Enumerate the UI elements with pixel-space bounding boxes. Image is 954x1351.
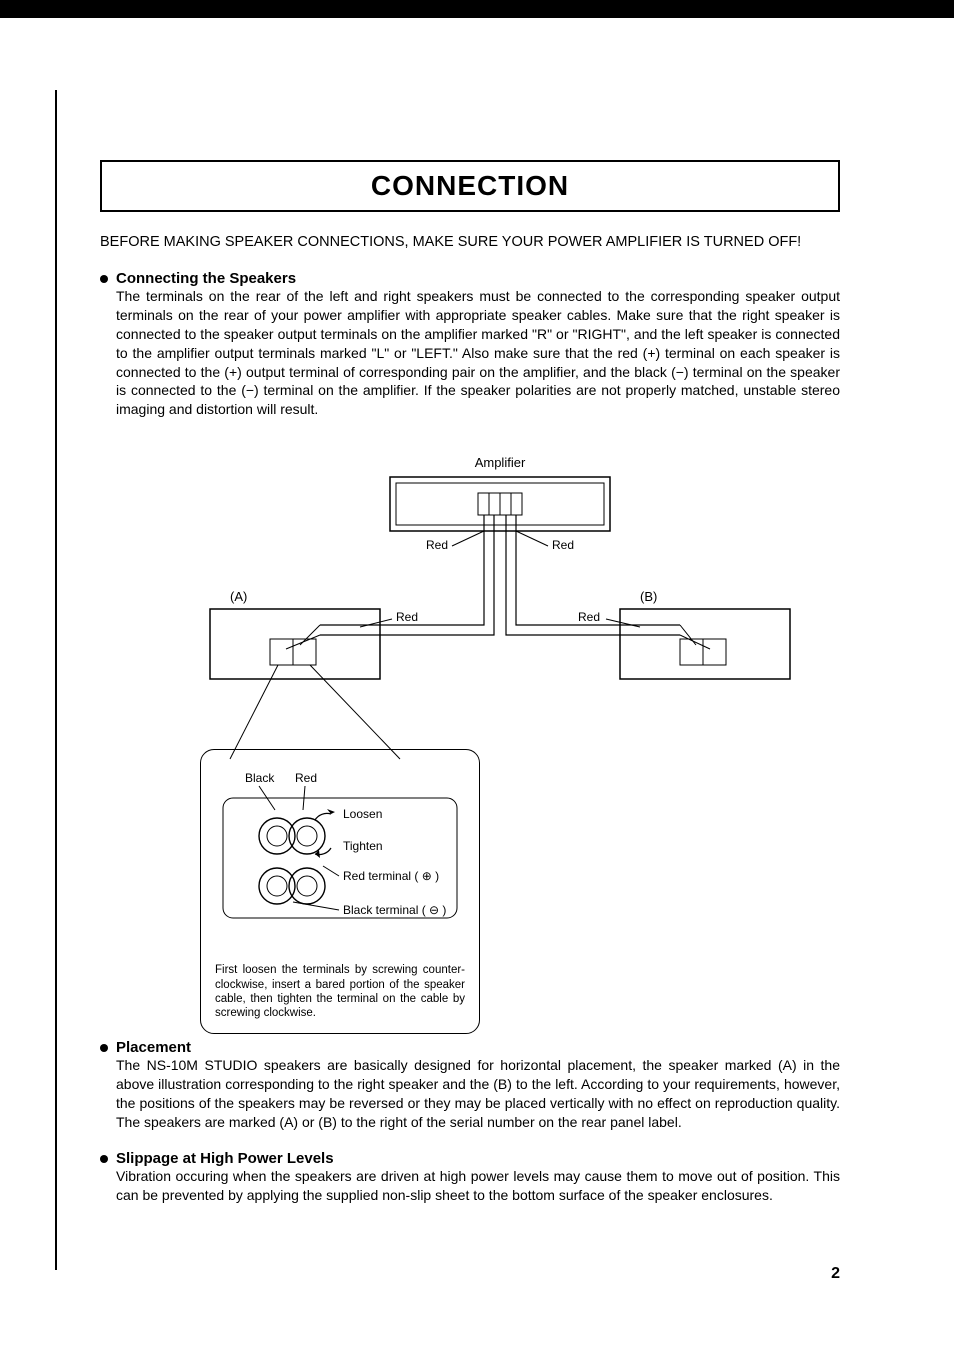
section-body: Vibration occuring when the speakers are…	[116, 1167, 840, 1205]
amp-label: Amplifier	[475, 455, 526, 470]
red-terminal-label: Red terminal ( ⊕ )	[343, 869, 439, 883]
page-title: CONNECTION	[102, 170, 838, 202]
red-label: Red	[552, 538, 574, 552]
section-body: The NS-10M STUDIO speakers are basically…	[116, 1056, 840, 1132]
page-number: 2	[831, 1265, 840, 1283]
loosen-label: Loosen	[343, 807, 382, 821]
page-left-border	[55, 90, 57, 1270]
terminal-detail-box: Black Red Loosen	[200, 749, 480, 1034]
terminal-panel	[223, 798, 457, 918]
connection-diagram: Amplifier Red Red (A)	[100, 449, 840, 1029]
section-head: Connecting the Speakers	[100, 270, 840, 287]
red-label: Red	[295, 771, 317, 785]
red-label: Red	[396, 610, 418, 624]
warning-text: BEFORE MAKING SPEAKER CONNECTIONS, MAKE …	[100, 234, 840, 250]
section-head: Slippage at High Power Levels	[100, 1150, 840, 1167]
page-content: CONNECTION BEFORE MAKING SPEAKER CONNECT…	[60, 100, 880, 1253]
red-label: Red	[426, 538, 448, 552]
bullet-icon	[100, 1044, 108, 1052]
section-slippage: Slippage at High Power Levels Vibration …	[100, 1150, 840, 1205]
bullet-icon	[100, 1155, 108, 1163]
section-placement: Placement The NS-10M STUDIO speakers are…	[100, 1039, 840, 1132]
black-terminal-label: Black terminal ( ⊖ )	[343, 903, 446, 917]
detail-instruction-text: First loosen the terminals by screwing c…	[215, 963, 465, 1021]
black-label: Black	[245, 771, 275, 785]
scan-top-border	[0, 0, 954, 18]
speaker-a-label: (A)	[230, 589, 247, 604]
section-title: Placement	[116, 1039, 191, 1056]
section-title: Slippage at High Power Levels	[116, 1150, 334, 1167]
section-title: Connecting the Speakers	[116, 270, 296, 287]
title-box: CONNECTION	[100, 160, 840, 212]
terminal-detail-svg: Black Red Loosen	[215, 768, 465, 948]
speaker-b	[620, 609, 790, 679]
red-label: Red	[578, 610, 600, 624]
bullet-icon	[100, 275, 108, 283]
speaker-a	[210, 609, 380, 679]
section-connecting: Connecting the Speakers The terminals on…	[100, 270, 840, 419]
speaker-b-label: (B)	[640, 589, 657, 604]
section-body: The terminals on the rear of the left an…	[116, 287, 840, 419]
tighten-label: Tighten	[343, 839, 383, 853]
section-head: Placement	[100, 1039, 840, 1056]
